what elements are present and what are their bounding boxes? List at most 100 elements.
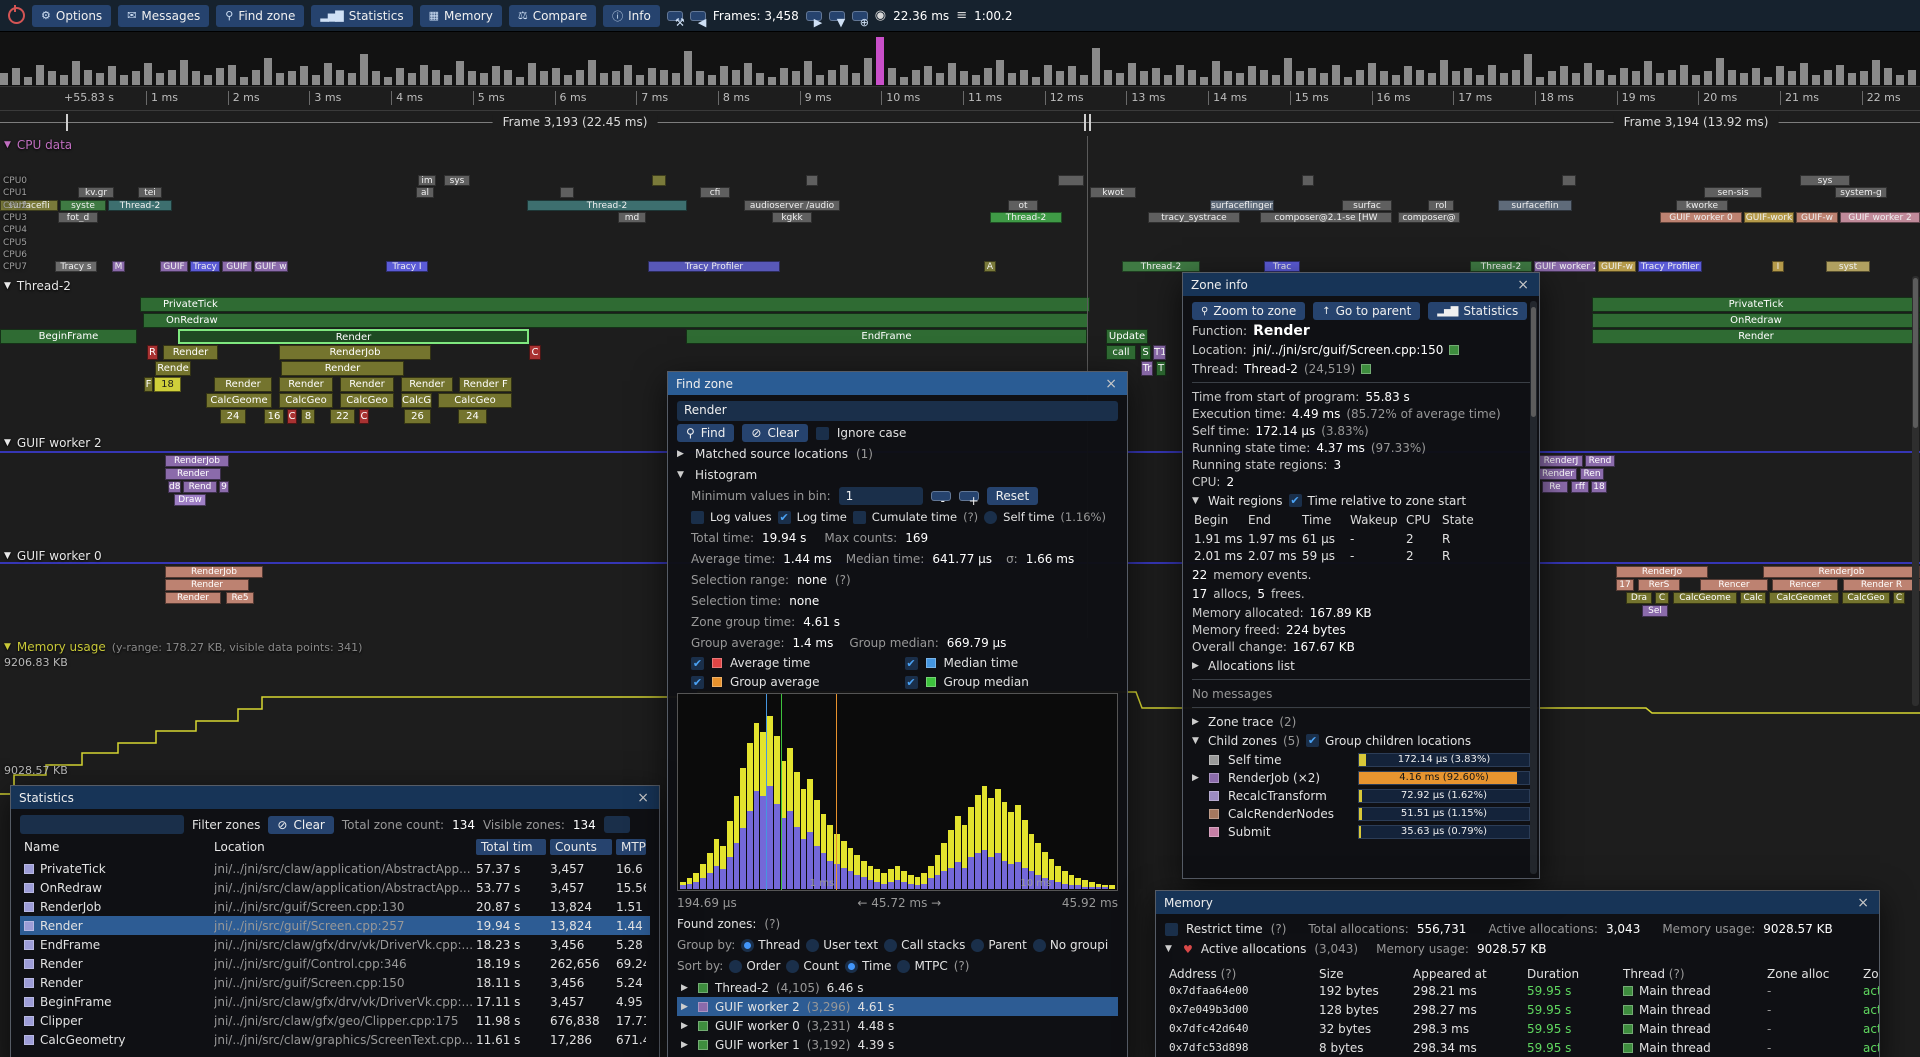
goto-frame-button[interactable]: ⊕ [851,10,869,29]
timeline-zone[interactable]: 24 [220,409,246,424]
child-zone-row[interactable]: Self time 172.14 µs (3.83%) [1192,751,1530,769]
frame-bar[interactable] [492,66,500,85]
relative-time-checkbox[interactable]: ✔ [1288,494,1302,507]
frame-bar[interactable] [948,62,956,85]
frame-bar[interactable] [1524,54,1532,85]
frame-bar[interactable] [120,74,128,85]
frame-bar[interactable] [1644,61,1652,85]
frame-bar[interactable] [1044,64,1052,85]
timeline-zone[interactable]: OnRedraw [1592,313,1920,328]
radio-option[interactable]: User text [806,938,878,952]
source-marker[interactable] [1449,344,1460,355]
frame-bar[interactable] [636,74,644,85]
cpu-zone[interactable] [1562,175,1576,186]
wait-regions-header[interactable]: ▼ Wait regions ✔ Time relative to zone s… [1192,493,1467,508]
frame-bar[interactable] [1164,74,1172,85]
cpu-zone[interactable]: md [618,211,646,223]
cpu-zone[interactable]: composer@2.1-se [HW [1260,211,1392,223]
timeline-zone[interactable]: C [1655,592,1669,604]
list-item[interactable]: ▶ Thread-2 (4,105) 6.46 s [681,980,864,995]
timeline-zone[interactable]: OnRedraw [143,313,1088,328]
cpu-zone[interactable] [652,175,666,186]
allocations-list-header[interactable]: ▶ Allocations list [1192,658,1295,673]
timeline-zone[interactable]: Rend [1585,455,1615,467]
frame-bar[interactable] [168,69,176,85]
list-item[interactable]: ▶ GUIF worker 1 (3,192) 4.39 s [681,1037,895,1052]
frame-bar[interactable] [1320,73,1328,85]
zone-info-button[interactable]: ↑ Go to parent [1313,302,1421,320]
timeline-zone[interactable]: RenderJ [1539,455,1583,467]
timeline-zone[interactable]: T [1156,361,1166,376]
frames-row[interactable]: Frame 3,193 (22.45 ms) Frame 3,194 (13.9… [0,110,1920,136]
frame-bar[interactable] [144,62,152,85]
child-zone-row[interactable]: Submit 35.63 µs (0.79%) [1192,823,1530,841]
child-zone-row[interactable]: RecalcTransform 72.92 µs (1.62%) [1192,787,1530,805]
table-row[interactable]: Render jni/../jni/src/guif/Control.cpp:3… [20,954,650,973]
close-icon[interactable]: × [1517,276,1529,293]
zone-info-button[interactable]: ▂▅▇ Statistics [1428,302,1528,320]
frame-bar[interactable] [396,68,404,85]
cpu-zone[interactable]: Tracy s [55,261,97,273]
cpu-zone[interactable]: GUIF [222,261,252,273]
legend-checkbox[interactable]: ✔ [691,656,704,670]
timeline-zone[interactable]: Render [340,377,394,392]
guif-worker0-header[interactable]: ▼ GUIF worker 0 [4,549,102,563]
frame-bar[interactable] [432,69,440,85]
frame-bar[interactable] [0,73,8,85]
cpu-zone[interactable]: M [112,261,125,273]
cpu-zone[interactable]: Thread-2 [990,211,1062,223]
frame-bar[interactable] [564,74,572,85]
zone-info-titlebar[interactable]: Zone info × [1183,273,1539,296]
frame-bar[interactable] [852,73,860,85]
timeline-zone[interactable]: F [144,377,153,392]
timeline-zone[interactable]: Render [165,592,221,604]
child-zone-row[interactable]: ▶ RenderJob (×2) 4.16 ms (92.60%) [1192,769,1530,787]
timeline-zone[interactable]: RenderJob [1763,566,1920,578]
frame-bar[interactable] [804,61,812,85]
frame-bar[interactable] [240,76,248,85]
frame-bar[interactable] [108,66,116,85]
cpu-zone[interactable]: Thread-2 [1122,261,1200,273]
frame-bar[interactable] [1632,71,1640,85]
cpu-zone[interactable]: GUIF wor [254,261,288,273]
frame-bar[interactable] [1020,69,1028,85]
frame-bar[interactable] [1656,73,1664,85]
frame-bar[interactable] [24,76,32,85]
cpu-zone[interactable]: kworke [1676,199,1728,211]
radio-option[interactable]: Time [845,959,891,973]
tools-button[interactable]: ⚒ [666,10,685,29]
frame-bar[interactable] [1464,68,1472,85]
cpu-zone[interactable]: sys [444,175,470,186]
frame-bar[interactable] [540,71,548,85]
cpu-zone[interactable]: I [1772,261,1784,273]
frame-bar[interactable] [48,71,56,85]
find-button[interactable]: ⚲ Find [677,424,735,442]
zone-info-button[interactable]: ⚲ Zoom to zone [1192,302,1306,320]
frame-bar[interactable] [528,62,536,85]
timeline-zone[interactable]: Tr [1141,361,1153,376]
table-row[interactable]: 0x7e049b3d00 128 bytes 298.27 ms 59.95 s… [1169,1002,1879,1017]
frame-bar[interactable] [1860,71,1868,85]
restrict-time-checkbox[interactable] [1165,922,1178,936]
timeline-zone[interactable]: CalcGeo [279,393,333,408]
frame-bar[interactable] [1152,68,1160,85]
timeline-zone[interactable]: PrivateTick [1592,297,1920,312]
table-row[interactable]: OnRedraw jni/../jni/src/claw/application… [20,878,650,897]
frame-bar[interactable] [1836,64,1844,85]
timeline-zone[interactable]: 26 [404,409,431,424]
frame-bar[interactable] [252,69,260,85]
cpu-zone[interactable]: GUIF worker 0 [1660,211,1742,223]
frame-bar[interactable] [1428,73,1436,85]
timeline-zone[interactable]: Render [1539,468,1577,480]
toolbar-button[interactable]: ⓘ Info [603,4,660,27]
frame-bar[interactable] [1560,66,1568,85]
frame-bar[interactable] [1296,71,1304,85]
cpu-zone[interactable]: Thread-2 [527,199,687,211]
frame-bar[interactable] [1752,68,1760,85]
cpu-zone[interactable]: ot [1008,199,1038,211]
prev-frame-button[interactable]: ◀ [689,10,706,29]
frame-bar[interactable] [1212,61,1220,85]
cpu-zone[interactable]: composer@ [1398,211,1460,223]
frame-bar[interactable] [1668,69,1676,85]
frame-bar[interactable] [972,74,980,85]
